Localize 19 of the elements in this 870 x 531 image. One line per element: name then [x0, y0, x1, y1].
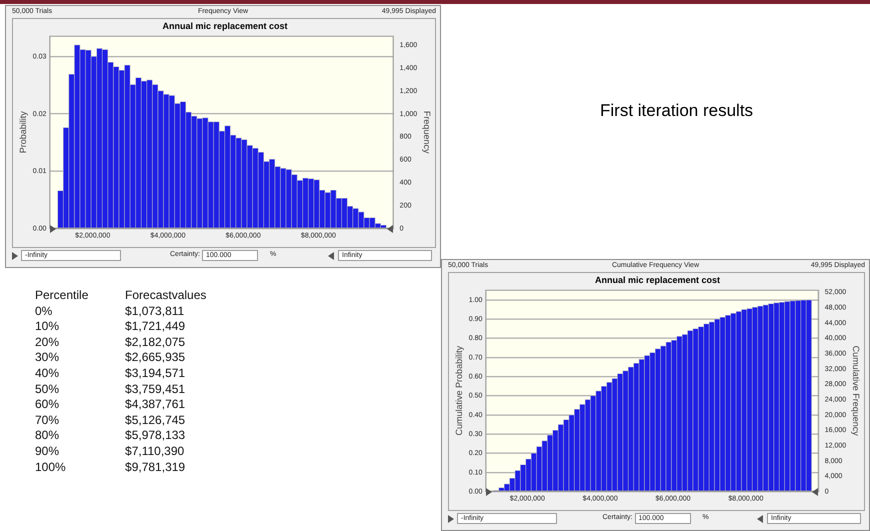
text: 60% $4,387,761	[35, 397, 186, 412]
text: 90% $7,110,390	[35, 444, 184, 458]
y2-axis-title: Frequency	[422, 110, 432, 154]
text: 40% $3,194,571	[35, 366, 186, 380]
y-axis-title: Cumulative Probability	[454, 345, 464, 436]
text: 10% $1,721,449	[35, 319, 186, 334]
y-axis-title: Probability	[18, 110, 28, 154]
text: 70% $5,126,745	[35, 412, 186, 427]
text: 50% $3,759,451	[35, 382, 186, 396]
text: First iteration results	[600, 101, 754, 121]
text: 80% $5,978,133	[35, 428, 186, 442]
text: 100% $9,781,319	[35, 460, 186, 474]
y2-axis-title: Cumulative Frequency	[851, 346, 862, 436]
text: 20% $2,182,075	[35, 334, 186, 349]
chart-title: Annual mic replacement cost	[162, 20, 288, 31]
text: 0% $1,073,811	[35, 304, 184, 318]
chart-title: Annual mic replacement cost	[594, 274, 720, 285]
text: 30% $2,665,935	[35, 350, 186, 364]
text: Percentile Forecastvalues	[35, 288, 206, 302]
